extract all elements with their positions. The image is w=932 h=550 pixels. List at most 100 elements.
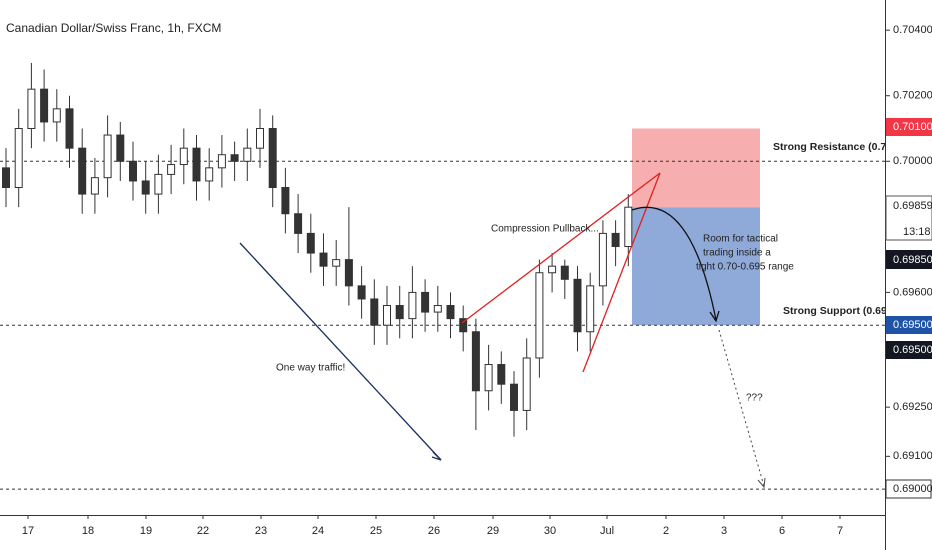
date-label: 18 (82, 525, 94, 537)
candle-body (205, 167, 214, 182)
candle-body (459, 318, 468, 333)
candle-body (433, 305, 442, 313)
candle-body (497, 364, 506, 385)
arrow-head (757, 477, 766, 489)
candle-body (281, 187, 290, 215)
marker-bg (886, 118, 932, 136)
arrow-head (431, 451, 442, 461)
candle-body (446, 305, 455, 320)
marker: 0.69859 (893, 200, 932, 212)
candle-body (344, 259, 353, 287)
wedge-line (461, 172, 661, 324)
candle-body (268, 128, 277, 189)
annotation: One way traffic! (276, 363, 345, 374)
price-ticks: 0.70400 0.70200 0.70000 0.69600 0.69250 0.691… (886, 24, 932, 462)
marker: 0.69500 (893, 344, 932, 356)
candle-body (90, 177, 99, 195)
marker-bg (886, 250, 932, 269)
candle-body (217, 154, 226, 169)
candle-body (522, 357, 531, 411)
candle-body (27, 88, 36, 130)
price-label: 0.70200 (893, 90, 932, 102)
candle-body (395, 305, 404, 320)
price-label: 0.69100 (893, 450, 932, 462)
price-axis-bg (886, 0, 932, 550)
candle-body (179, 147, 188, 166)
candle-body (560, 265, 569, 280)
candle-body (14, 128, 23, 189)
candle-body (116, 134, 125, 162)
zone (632, 207, 760, 326)
candle-body (65, 108, 74, 149)
annotation: Compression Pullback... (491, 224, 599, 235)
zone (632, 128, 760, 208)
price-label: 0.69250 (893, 401, 932, 413)
candle-body (256, 128, 264, 149)
price-label: 0.70400 (893, 24, 932, 36)
marker-bg (885, 195, 932, 241)
countdown: 13:18 (903, 226, 931, 238)
candle-body (573, 278, 582, 333)
candle-body (306, 232, 315, 254)
date-label: Jul (600, 525, 614, 537)
candle-body (103, 134, 112, 179)
price-label: 0.70000 (893, 155, 932, 167)
candle-body (141, 180, 150, 195)
date-label: 7 (837, 525, 843, 537)
annotation: Room for tactical (703, 234, 778, 245)
date-label: 29 (487, 525, 499, 537)
marker: 0.69000 (893, 483, 932, 495)
candle-body (421, 291, 430, 313)
candle-body (535, 272, 544, 359)
candle-body (294, 213, 303, 234)
candle-body (243, 147, 252, 162)
candle-body (598, 232, 607, 287)
marker-bg (886, 341, 932, 359)
date-label: 22 (197, 525, 209, 537)
candle-body (357, 285, 366, 300)
date-label: 26 (428, 525, 440, 537)
marker: 0.69850 (893, 254, 932, 266)
date-label: 6 (779, 525, 785, 537)
candle-body (586, 285, 595, 333)
marker: 0.70100 (893, 121, 932, 133)
candle-body (2, 167, 10, 189)
dotted-arrow (718, 329, 765, 487)
candle-body (548, 265, 557, 274)
title: Canadian Dollar/Swiss Franc, 1h, FXCM (6, 21, 221, 35)
candle-body (129, 160, 137, 182)
arrow-head (709, 310, 720, 323)
candle-body (408, 291, 417, 320)
candle-body (471, 331, 480, 392)
candle-body (510, 383, 518, 411)
trend-arrow (239, 242, 442, 461)
date-label: 24 (312, 525, 324, 537)
candle-body (192, 147, 201, 182)
candle-body (230, 154, 239, 162)
marker-bg (886, 316, 932, 334)
candles (2, 62, 633, 437)
time-ticks: 17 18 19 22 23 24 25 26 29 30 Jul 2 3 6 7 (22, 515, 843, 537)
date-label: 3 (721, 525, 727, 537)
marker-bg (885, 479, 932, 499)
date-label: 2 (663, 525, 669, 537)
candle-body (40, 88, 49, 123)
date-label: 30 (544, 525, 556, 537)
candle-body (383, 305, 391, 326)
price-label: 0.69600 (893, 286, 932, 298)
candle-body (332, 259, 341, 267)
date-label: 19 (140, 525, 152, 537)
candle-body (52, 108, 61, 123)
projection-arrow (631, 206, 717, 321)
date-label: 17 (22, 525, 34, 537)
annotation: Strong Resistance (0.700x) (773, 141, 907, 153)
date-label: 23 (255, 525, 267, 537)
annotation: trading inside a (703, 248, 771, 259)
candle-body (370, 298, 379, 326)
wedge-line (582, 172, 661, 373)
marker: 0.69500 (893, 319, 932, 331)
zones (632, 128, 760, 326)
annotation: tight 0.70-0.695 range (696, 262, 794, 273)
candle-body (624, 206, 633, 248)
